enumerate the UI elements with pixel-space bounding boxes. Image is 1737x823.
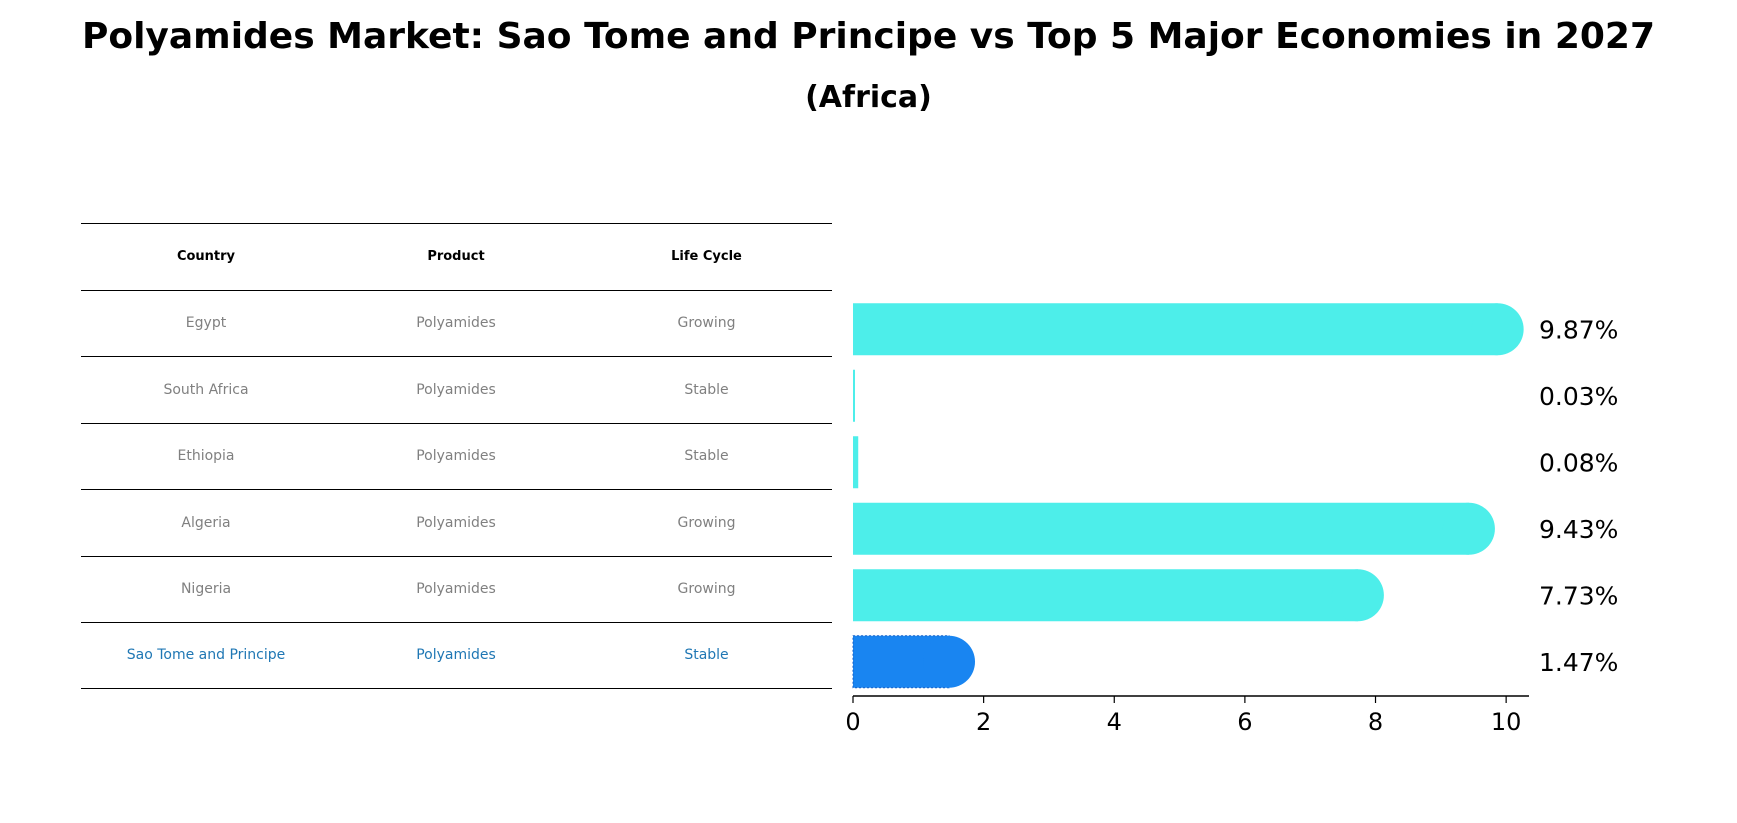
bar-cap	[923, 635, 976, 688]
table-header-row: Country Product Life Cycle	[81, 223, 832, 290]
x-tick-label: 6	[1237, 708, 1252, 736]
cell-product: Polyamides	[416, 581, 496, 598]
value-label: 0.03%	[1539, 382, 1618, 411]
bar	[853, 369, 855, 422]
cell-country: Algeria	[181, 514, 231, 531]
x-tick-label: 2	[976, 708, 991, 736]
x-tick-label: 0	[845, 708, 860, 736]
bar	[853, 502, 1495, 555]
cell-life-cycle: Growing	[677, 514, 736, 531]
header-product: Product	[427, 249, 485, 265]
cell-life-cycle: Stable	[684, 647, 729, 664]
chart-title: Polyamides Market: Sao Tome and Principe…	[81, 16, 1656, 57]
bar	[852, 635, 976, 689]
bar-body	[853, 569, 1358, 622]
x-tick-label: 10	[1491, 708, 1522, 736]
cell-life-cycle: Stable	[684, 381, 729, 398]
bar	[853, 303, 1524, 356]
table-row: Algeria Polyamides Growing	[81, 489, 832, 556]
bar-body	[853, 303, 1498, 356]
cell-country: South Africa	[163, 381, 249, 398]
value-label: 9.43%	[1539, 515, 1618, 544]
bar-cap	[1331, 569, 1384, 622]
bar-cap	[1471, 303, 1524, 356]
cell-country: Sao Tome and Principe	[126, 647, 286, 664]
cell-country: Nigeria	[180, 581, 232, 598]
cell-product: Polyamides	[416, 647, 496, 664]
cell-life-cycle: Stable	[684, 448, 729, 465]
table-row-highlight: Sao Tome and Principe Polyamides Stable	[81, 622, 832, 689]
header-country: Country	[176, 249, 236, 265]
cell-product: Polyamides	[416, 381, 496, 398]
chart-subtitle: (Africa)	[805, 80, 932, 115]
cell-product: Polyamides	[416, 315, 496, 332]
bar	[853, 569, 1384, 622]
x-tick-label: 4	[1107, 708, 1122, 736]
cell-country: Egypt	[185, 315, 227, 332]
table-row: Nigeria Polyamides Growing	[81, 555, 832, 623]
bar-body	[853, 369, 855, 422]
value-label: 7.73%	[1539, 581, 1618, 610]
bar-cap	[1442, 502, 1495, 555]
data-table: Country Product Life Cycle Egypt Polyami…	[81, 223, 832, 689]
header-life-cycle: Life Cycle	[671, 249, 742, 265]
cell-life-cycle: Growing	[677, 581, 736, 598]
cell-product: Polyamides	[416, 448, 496, 465]
bar-body	[853, 502, 1469, 555]
table-row: South Africa Polyamides Stable	[81, 356, 832, 423]
bar-body	[853, 436, 859, 489]
table-row: Egypt Polyamides Growing	[81, 289, 832, 357]
cell-product: Polyamides	[416, 514, 496, 531]
x-tick-label: 8	[1368, 708, 1383, 736]
cell-country: Ethiopia	[177, 448, 235, 465]
value-label: 1.47%	[1539, 648, 1618, 677]
value-label: 9.87%	[1539, 315, 1618, 344]
bar	[853, 436, 859, 489]
table-row: Ethiopia Polyamides Stable	[81, 422, 832, 490]
cell-life-cycle: Growing	[677, 315, 736, 332]
value-label: 0.08%	[1539, 448, 1618, 477]
